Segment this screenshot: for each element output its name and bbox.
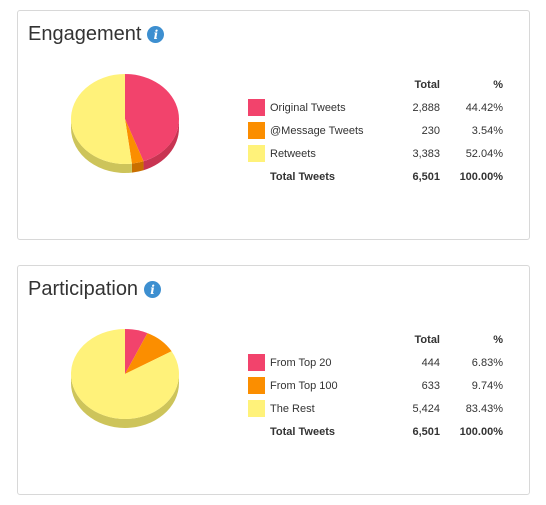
legend-percent: 52.04% <box>465 147 503 160</box>
legend-total: 2,888 <box>412 101 440 114</box>
total-row-percent: 100.00% <box>459 425 503 438</box>
participation-title-text: Participation <box>28 278 139 300</box>
legend-header-row: Total % <box>248 328 503 351</box>
total-row-total: 6,501 <box>412 170 440 183</box>
legend-row: Original Tweets 2,888 44.42% <box>248 96 503 119</box>
total-column-header: Total <box>414 78 440 91</box>
engagement-title: Engagement i <box>28 23 165 46</box>
legend-row: From Top 20 444 6.83% <box>248 351 503 374</box>
engagement-pie-chart <box>70 74 180 173</box>
legend-swatch <box>248 377 265 394</box>
legend-total: 5,424 <box>412 402 440 415</box>
legend-percent: 83.43% <box>465 402 503 415</box>
participation-title: Participation i <box>28 278 162 301</box>
pie-slice <box>70 329 179 419</box>
legend-percent: 44.42% <box>465 101 503 114</box>
pie-slice <box>125 74 180 162</box>
legend-percent: 3.54% <box>471 124 503 137</box>
pie-slice <box>125 119 144 164</box>
pie-slice <box>70 74 132 164</box>
total-column-header: Total <box>414 333 440 346</box>
pie-slice-side <box>71 374 179 428</box>
legend-row: @Message Tweets 230 3.54% <box>248 119 503 142</box>
participation-pie-chart <box>70 329 179 428</box>
pie-slice <box>125 333 172 374</box>
legend-total-row: Total Tweets 6,501 100.00% <box>248 420 503 443</box>
total-row-label: Total Tweets <box>270 170 335 183</box>
legend-label: @Message Tweets <box>270 124 364 137</box>
pie-slice-side <box>131 161 144 173</box>
engagement-title-text: Engagement <box>28 23 142 45</box>
legend-swatch <box>248 145 265 162</box>
pie-slice-side <box>143 119 179 171</box>
legend-swatch <box>248 122 265 139</box>
participation-legend-table: Total % From Top 20 444 6.83% From Top 1… <box>248 328 503 443</box>
percent-column-header: % <box>493 78 503 91</box>
legend-label: From Top 100 <box>270 379 338 392</box>
legend-label: The Rest <box>270 402 315 415</box>
legend-label: Retweets <box>270 147 316 160</box>
legend-row: Retweets 3,383 52.04% <box>248 142 503 165</box>
total-row-total: 6,501 <box>412 425 440 438</box>
total-row-label: Total Tweets <box>270 425 335 438</box>
legend-percent: 9.74% <box>471 379 503 392</box>
legend-total: 230 <box>421 124 440 137</box>
total-row-percent: 100.00% <box>459 170 503 183</box>
legend-total: 444 <box>421 356 440 369</box>
legend-row: From Top 100 633 9.74% <box>248 374 503 397</box>
info-icon[interactable]: i <box>147 26 165 43</box>
participation-panel: Participation i Total % From Top 20 444 … <box>17 265 530 495</box>
legend-swatch <box>248 354 265 371</box>
pie-slice-side <box>71 119 132 173</box>
percent-column-header: % <box>493 333 503 346</box>
legend-label: Original Tweets <box>270 101 346 114</box>
engagement-panel: Engagement i Total % Original Tweets 2,8… <box>17 10 530 240</box>
legend-total: 3,383 <box>412 147 440 160</box>
engagement-legend-table: Total % Original Tweets 2,888 44.42% @Me… <box>248 73 503 188</box>
pie-slice <box>125 329 148 374</box>
info-icon[interactable]: i <box>144 281 162 298</box>
legend-total: 633 <box>421 379 440 392</box>
legend-label: From Top 20 <box>270 356 332 369</box>
legend-header-row: Total % <box>248 73 503 96</box>
legend-swatch <box>248 99 265 116</box>
legend-row: The Rest 5,424 83.43% <box>248 397 503 420</box>
legend-swatch <box>248 400 265 417</box>
legend-percent: 6.83% <box>471 356 503 369</box>
legend-total-row: Total Tweets 6,501 100.00% <box>248 165 503 188</box>
